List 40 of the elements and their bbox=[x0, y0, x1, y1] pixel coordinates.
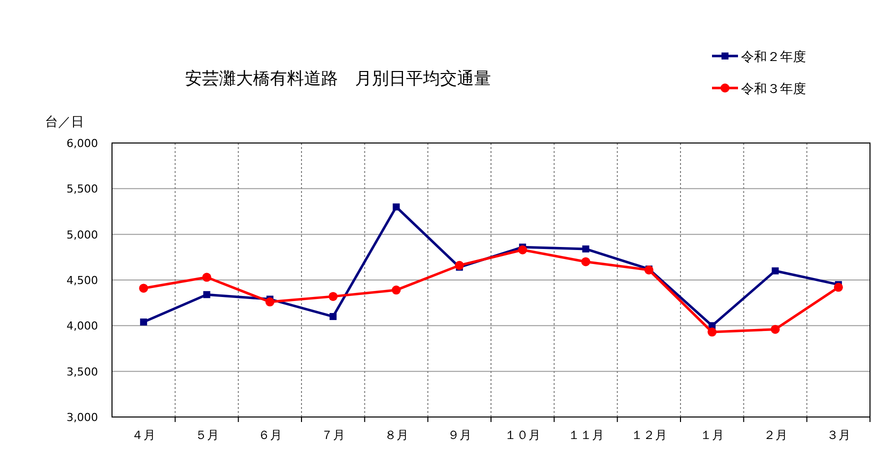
y-tick-label: 4,000 bbox=[66, 320, 98, 333]
y-axis-title: 台／日 bbox=[45, 115, 84, 130]
x-tick-label: ７月 bbox=[321, 428, 346, 442]
legend-label: 令和３年度 bbox=[741, 81, 806, 97]
x-tick-label: ２月 bbox=[763, 428, 788, 442]
y-tick-label: 6,000 bbox=[66, 137, 98, 150]
y-tick-label: 5,000 bbox=[66, 228, 98, 242]
x-tick-label: ４月 bbox=[132, 428, 156, 442]
x-tick-label: ５月 bbox=[194, 428, 219, 442]
x-tick-label: ９月 bbox=[447, 428, 472, 442]
x-tick-label: ６月 bbox=[258, 428, 282, 442]
legend-label: 令和２年度 bbox=[741, 49, 806, 65]
point bbox=[330, 313, 337, 320]
point bbox=[770, 324, 780, 334]
chart-title: 安芸灘大橋有料道路 月別日平均交通量 bbox=[185, 69, 491, 89]
point bbox=[328, 292, 338, 301]
point bbox=[454, 260, 464, 270]
x-tick-label: １１月 bbox=[568, 428, 604, 442]
y-tick-label: 4,500 bbox=[66, 274, 98, 287]
x-tick-label: ８月 bbox=[384, 428, 408, 442]
point bbox=[518, 245, 528, 254]
point bbox=[708, 328, 717, 337]
point bbox=[834, 282, 843, 292]
point bbox=[139, 284, 148, 293]
point bbox=[203, 291, 210, 298]
y-tick-label: 5,500 bbox=[66, 182, 98, 196]
x-tick-label: １０月 bbox=[504, 428, 541, 442]
point bbox=[392, 203, 400, 210]
y-tick-label: 3,000 bbox=[66, 411, 98, 424]
point bbox=[582, 245, 590, 252]
point bbox=[140, 318, 148, 326]
x-tick-label: １月 bbox=[700, 428, 724, 442]
point bbox=[581, 257, 590, 266]
point bbox=[202, 272, 212, 282]
x-tick-label: ３月 bbox=[826, 428, 850, 442]
point bbox=[392, 286, 401, 295]
point bbox=[265, 297, 274, 306]
y-tick-label: 3,500 bbox=[66, 365, 98, 378]
x-tick-label: １２月 bbox=[630, 428, 667, 442]
point bbox=[772, 267, 779, 274]
